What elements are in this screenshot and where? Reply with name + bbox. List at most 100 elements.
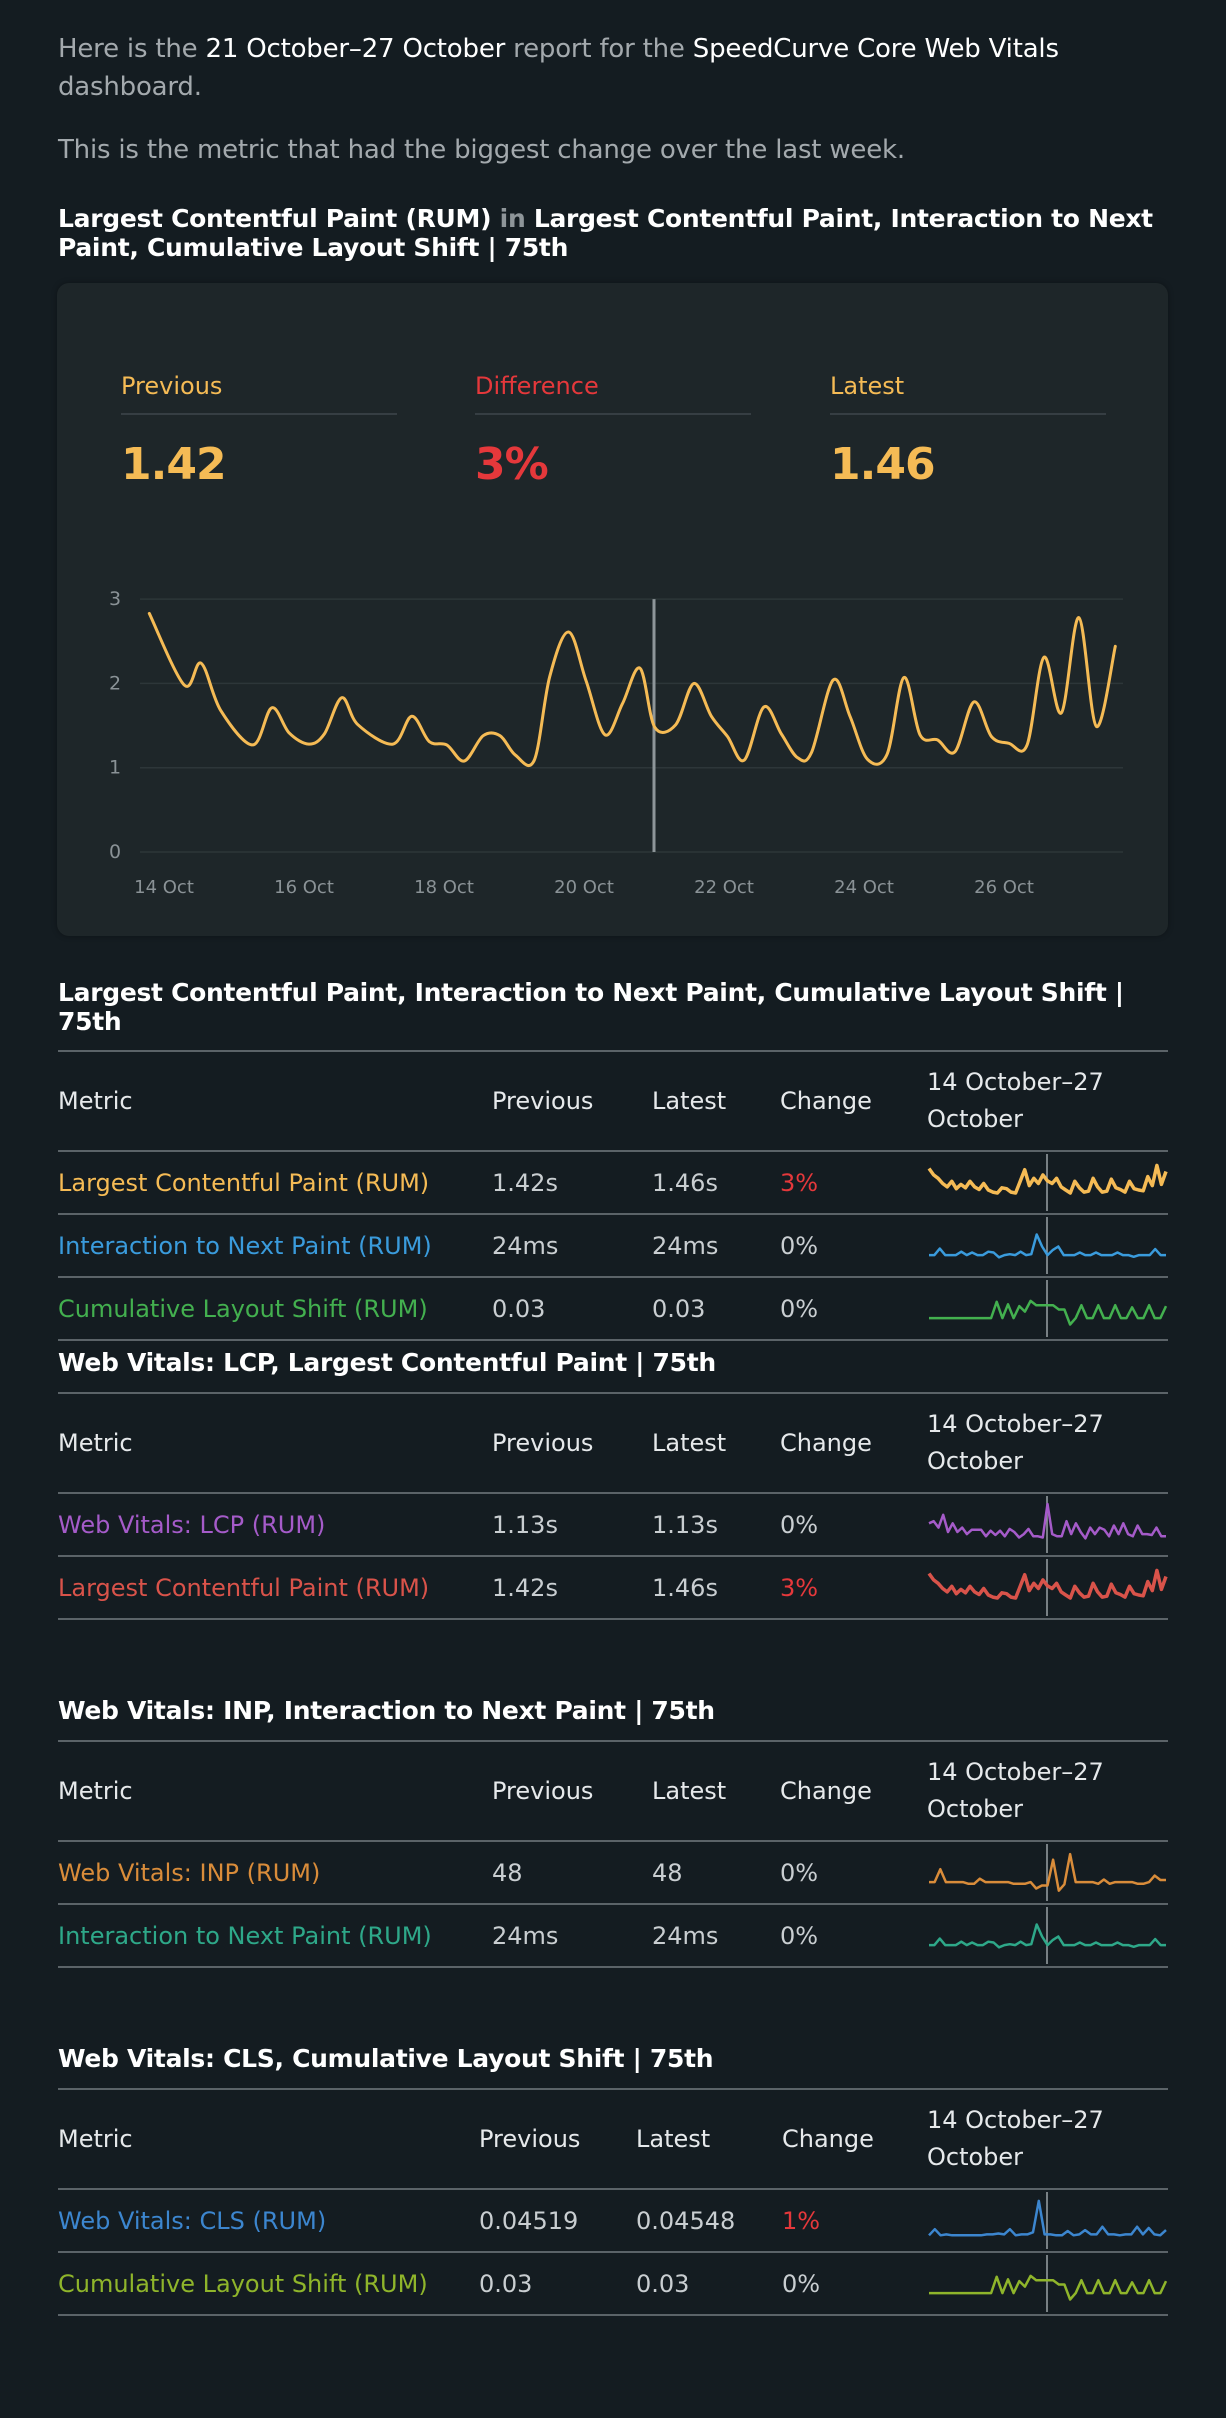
series-line-lcp [147, 611, 1117, 767]
sparkline-trend [929, 1299, 1168, 1326]
stat-previous-value: 1.42 [121, 439, 227, 490]
metric-latest: 0.04548 [636, 2189, 782, 2253]
sparkline-trend [927, 1163, 1168, 1195]
table-title: Web Vitals: INP, Interaction to Next Pai… [58, 1696, 715, 1725]
intro-text: Here is the [58, 34, 206, 64]
metric-name[interactable]: Cumulative Layout Shift (RUM) [58, 1277, 492, 1341]
x-tick-label: 20 Oct [554, 877, 614, 898]
column-header-metric: Metric [58, 1050, 492, 1152]
metric-name[interactable]: Largest Contentful Paint (RUM) [58, 1151, 492, 1215]
metric-name[interactable]: Cumulative Layout Shift (RUM) [58, 2252, 479, 2316]
highlight-card: Previous 1.42 Difference 3% Latest 1.46 … [57, 283, 1168, 936]
trend-cell [927, 1493, 1168, 1557]
metric-name[interactable]: Interaction to Next Paint (RUM) [58, 1214, 492, 1278]
stat-previous-label: Previous [121, 371, 397, 415]
column-header-previous: Previous [492, 1392, 652, 1494]
x-tick-label: 26 Oct [974, 877, 1034, 898]
table-row: Web Vitals: LCP (RUM) 1.13s 1.13s 0% [58, 1493, 1168, 1557]
trend-cell [927, 2252, 1168, 2316]
metric-name[interactable]: Largest Contentful Paint (RUM) [58, 1556, 492, 1620]
highlight-heading: Largest Contentful Paint (RUM) in Larges… [58, 204, 1168, 262]
table-title: Web Vitals: CLS, Cumulative Layout Shift… [58, 2044, 714, 2073]
metric-previous: 1.42s [492, 1556, 652, 1620]
column-header-metric: Metric [58, 1740, 492, 1842]
biggest-change-note: This is the metric that had the biggest … [58, 135, 905, 165]
column-header-range: 14 October–27 October [927, 1392, 1168, 1494]
report-date-range: 21 October–27 October [205, 34, 506, 64]
table-header-row: Metric Previous Latest Change 14 October–27 … [58, 1050, 1168, 1152]
column-header-change: Change [782, 2088, 927, 2190]
column-header-range: 14 October–27 October [927, 2088, 1168, 2190]
table-row: Web Vitals: CLS (RUM) 0.04519 0.04548 1% [58, 2189, 1168, 2253]
sparkline [927, 1559, 1168, 1616]
metric-name[interactable]: Web Vitals: LCP (RUM) [58, 1493, 492, 1557]
stat-difference: Difference 3% [475, 371, 751, 491]
column-header-range: 14 October–27 October [927, 1050, 1168, 1152]
column-header-metric: Metric [58, 1392, 492, 1494]
sparkline-trend [928, 2199, 1167, 2237]
metric-latest: 24ms [652, 1214, 780, 1278]
sparkline [928, 1496, 1166, 1553]
x-tick-label: 22 Oct [694, 877, 754, 898]
metric-change: 0% [780, 1214, 927, 1278]
metrics-table: Metric Previous Latest Change 14 October–27 … [58, 1050, 1168, 1341]
y-tick-label: 2 [109, 672, 121, 694]
sparkline [929, 1907, 1166, 1964]
column-header-change: Change [780, 1740, 927, 1842]
stat-latest: Latest 1.46 [830, 371, 1106, 491]
metric-name[interactable]: Web Vitals: INP (RUM) [58, 1841, 492, 1905]
x-tick-label: 24 Oct [834, 877, 894, 898]
metric-name[interactable]: Web Vitals: CLS (RUM) [58, 2189, 479, 2253]
column-header-latest: Latest [636, 2088, 782, 2190]
column-header-previous: Previous [492, 1050, 652, 1152]
metric-previous: 0.03 [492, 1277, 652, 1341]
stat-previous: Previous 1.42 [121, 371, 397, 491]
sparkline [929, 1844, 1166, 1901]
table-row: Interaction to Next Paint (RUM) 24ms 24ms 0… [58, 1214, 1168, 1278]
report-intro: Here is the 21 October–27 October report… [58, 30, 1168, 106]
metrics-table: Metric Previous Latest Change 14 October–27 … [58, 1392, 1168, 1620]
column-header-change: Change [780, 1050, 927, 1152]
x-tick-label: 18 Oct [414, 877, 474, 898]
sparkline-trend [929, 2274, 1168, 2301]
table-header-row: Metric Previous Latest Change 14 October–27 … [58, 1392, 1168, 1494]
metric-previous: 48 [492, 1841, 652, 1905]
stat-latest-label: Latest [830, 371, 1106, 415]
y-tick-label: 1 [109, 757, 121, 779]
column-header-latest: Latest [652, 1392, 780, 1494]
metric-latest: 1.13s [652, 1493, 780, 1557]
column-header-metric: Metric [58, 2088, 479, 2190]
metric-name[interactable]: Interaction to Next Paint (RUM) [58, 1904, 492, 1968]
metric-previous: 1.13s [492, 1493, 652, 1557]
table-row: Cumulative Layout Shift (RUM) 0.03 0.03 0% [58, 2252, 1168, 2316]
column-header-range: 14 October–27 October [927, 1740, 1168, 1842]
trend-cell [927, 1556, 1168, 1620]
metric-change: 0% [780, 1493, 927, 1557]
table-title: Web Vitals: LCP, Largest Contentful Pain… [58, 1348, 716, 1377]
y-tick-label: 0 [109, 841, 121, 863]
metric-latest: 1.46s [652, 1556, 780, 1620]
table-row: Largest Contentful Paint (RUM) 1.42s 1.46s… [58, 1556, 1168, 1620]
lcp-line-chart: 0 1 2 3 14 Oct 16 Oct 18 Oct 20 Oct 22 Oct 24 Oct… [109, 588, 1123, 898]
sparkline [929, 1280, 1168, 1337]
sparkline-trend [928, 1502, 1166, 1540]
trend-cell [927, 1904, 1168, 1968]
column-header-previous: Previous [479, 2088, 636, 2190]
trend-cell [927, 1151, 1168, 1215]
metric-latest: 1.46s [652, 1151, 780, 1215]
trend-cell [927, 1214, 1168, 1278]
sparkline-trend [929, 1852, 1166, 1892]
metric-change: 0% [780, 1904, 927, 1968]
metric-change: 3% [780, 1556, 927, 1620]
table-row: Web Vitals: INP (RUM) 48 48 0% [58, 1841, 1168, 1905]
metric-change: 3% [780, 1151, 927, 1215]
metric-change: 0% [780, 1841, 927, 1905]
column-header-previous: Previous [492, 1740, 652, 1842]
metric-change: 0% [780, 1277, 927, 1341]
sparkline-trend [927, 1568, 1168, 1600]
metrics-table: Metric Previous Latest Change 14 October–27 … [58, 1740, 1168, 1968]
intro-text: report for the [505, 34, 693, 64]
metric-change: 0% [782, 2252, 927, 2316]
table-header-row: Metric Previous Latest Change 14 October–27 … [58, 2088, 1168, 2190]
trend-cell [927, 1277, 1168, 1341]
